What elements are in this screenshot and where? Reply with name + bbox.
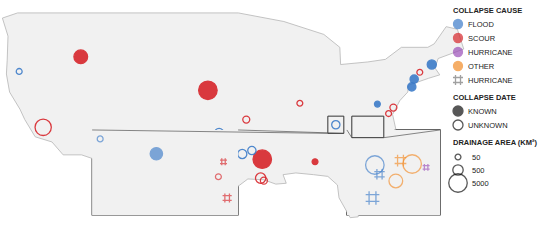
svg-text:KNOWN: KNOWN bbox=[468, 107, 497, 116]
svg-text:COLLAPSE DATE: COLLAPSE DATE bbox=[453, 93, 516, 102]
svg-text:OTHER: OTHER bbox=[468, 62, 495, 71]
svg-text:500: 500 bbox=[472, 166, 485, 175]
svg-text:SCOUR: SCOUR bbox=[468, 34, 496, 43]
svg-text:HURRICANE: HURRICANE bbox=[468, 48, 513, 57]
svg-text:DRAINAGE AREA (KM²): DRAINAGE AREA (KM²) bbox=[453, 138, 538, 147]
svg-text:COLLAPSE CAUSE: COLLAPSE CAUSE bbox=[453, 6, 522, 15]
svg-text:FLOOD: FLOOD bbox=[468, 20, 494, 29]
svg-text:HURRICANE: HURRICANE bbox=[468, 76, 513, 85]
svg-text:50: 50 bbox=[472, 153, 480, 162]
svg-text:UNKNOWN: UNKNOWN bbox=[468, 121, 508, 130]
svg-text:5000: 5000 bbox=[472, 179, 489, 188]
